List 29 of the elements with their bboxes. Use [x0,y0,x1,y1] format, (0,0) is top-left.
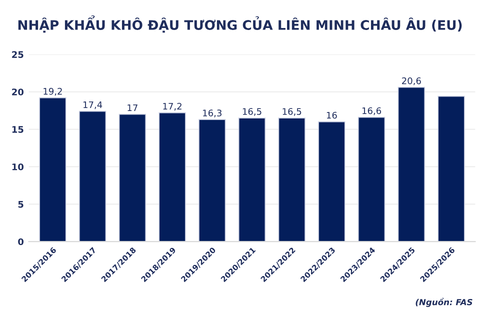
bar [79,110,106,242]
data-label: 20,6 [402,77,421,86]
bar [118,114,146,242]
y-tick-label: 0 [18,238,24,246]
y-tick-label: 10 [12,163,24,170]
bar [398,86,425,242]
bar [318,121,346,242]
text: (Nguồn: FAS [416,298,472,307]
data-label: 16 [326,112,337,119]
bar [158,112,186,242]
data-label: 17,2 [163,102,182,111]
y-tick-label: 5 [18,201,24,208]
y-tick-label: 25 [12,51,24,58]
data-label: 16,5 [242,108,262,116]
data-label: 17 [128,104,138,112]
chart-title: NHẬP KHẨU KHÔ ĐẬU TƯƠNG CỦA LIÊN MINH CHÂU ÂU (EU) [18,15,462,33]
data-label: 16,6 [362,107,382,116]
data-label: 17,4 [84,101,102,110]
data-label: 16,5 [282,108,302,116]
data-label: 16,3 [203,110,222,118]
y-tick-label: 15 [12,126,24,133]
y-tick-label: 20 [12,88,24,96]
bar [198,119,226,242]
bar [358,116,386,242]
bar [278,118,306,242]
bar [238,118,266,242]
bar [39,97,66,242]
bar [438,96,465,242]
data-label: 19,2 [44,88,62,96]
